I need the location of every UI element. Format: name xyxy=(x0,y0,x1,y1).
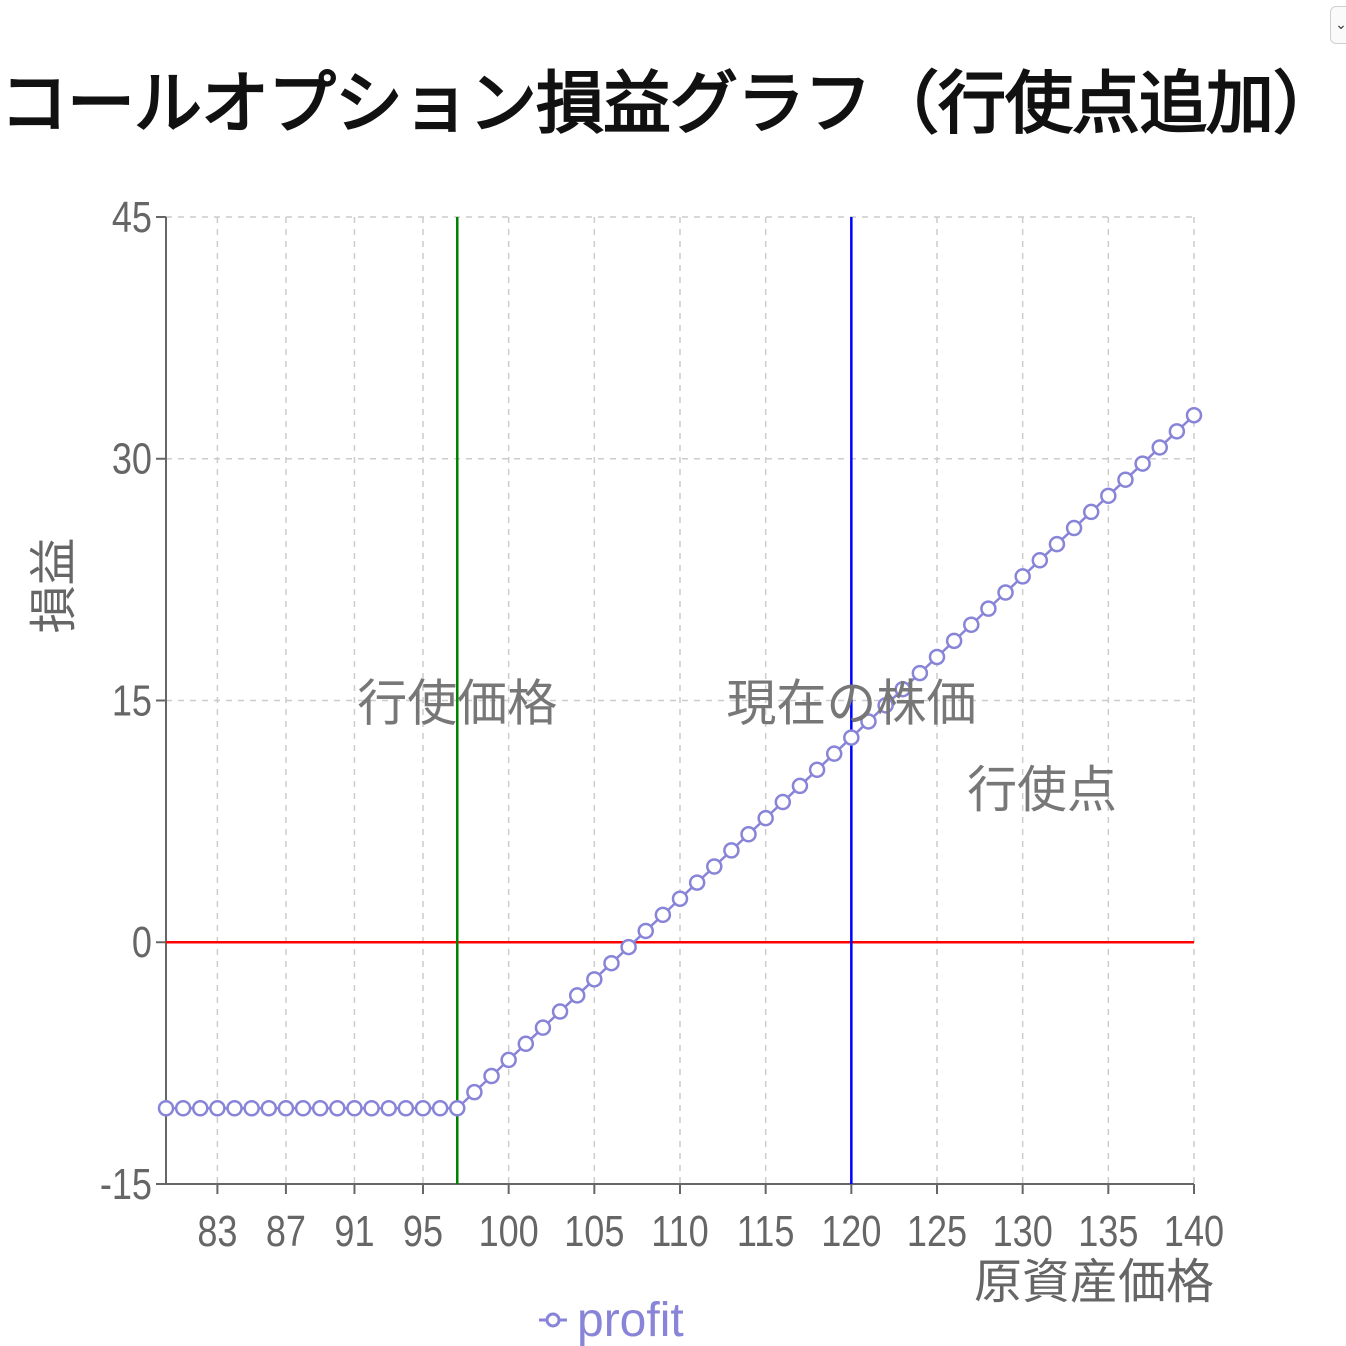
profit-point xyxy=(1031,552,1049,569)
profit-point xyxy=(945,632,963,650)
profit-point xyxy=(1117,471,1134,488)
profit-point xyxy=(551,1003,569,1020)
x-axis-label: 原資産価格 xyxy=(974,1256,1214,1309)
y-tick-label: 30 xyxy=(112,434,152,483)
profit-point xyxy=(963,616,980,634)
profit-point xyxy=(449,1100,466,1117)
profit-point xyxy=(620,938,637,956)
profit-point xyxy=(774,793,792,811)
x-tick-label: 83 xyxy=(197,1207,237,1256)
chevron-down-icon: ⌄ xyxy=(1335,17,1346,33)
profit-point xyxy=(226,1100,243,1117)
profit-point xyxy=(1185,406,1203,424)
profit-point xyxy=(1151,439,1168,456)
y-tick-label: 0 xyxy=(132,918,152,967)
profit-point xyxy=(1100,487,1117,505)
x-tick-label: 87 xyxy=(266,1207,306,1256)
x-tick-label: 125 xyxy=(907,1207,967,1256)
profit-point xyxy=(1082,503,1100,521)
profit-point xyxy=(483,1067,500,1085)
x-tick-label: 115 xyxy=(737,1207,795,1256)
x-tick-label: 100 xyxy=(479,1207,539,1256)
profit-point xyxy=(586,971,603,988)
profit-point xyxy=(706,858,723,875)
y-tick-label: 15 xyxy=(112,676,152,725)
profit-point xyxy=(637,922,654,940)
profit-point xyxy=(209,1100,226,1117)
legend-marker-icon xyxy=(545,1312,561,1328)
profit-point xyxy=(894,680,911,698)
profit-point xyxy=(791,777,809,795)
dropdown-toggle-button[interactable]: ⌄ xyxy=(1330,6,1346,44)
profit-point xyxy=(603,954,620,972)
x-tick-label: 140 xyxy=(1164,1207,1224,1256)
profit-point xyxy=(397,1100,415,1117)
profit-point xyxy=(1014,568,1031,585)
page-title: コールオプション損益グラフ（行使点追加） xyxy=(0,65,1341,144)
y-tick-label: -15 xyxy=(100,1159,152,1208)
profit-point xyxy=(277,1100,295,1117)
profit-point xyxy=(329,1100,346,1117)
x-tick-label: 120 xyxy=(821,1207,881,1256)
exercise-point-label: 行使点 xyxy=(967,762,1117,818)
profit-point xyxy=(534,1019,552,1036)
profit-point xyxy=(414,1100,432,1117)
series xyxy=(157,406,1203,1117)
profit-point xyxy=(740,826,757,843)
current-price-label: 現在の株価 xyxy=(726,676,976,732)
profit-point xyxy=(997,584,1014,601)
x-tick-label: 91 xyxy=(334,1207,374,1256)
profit-point xyxy=(431,1100,449,1117)
profit-point xyxy=(843,729,860,746)
profit-point xyxy=(654,906,672,924)
y-tick-label: 45 xyxy=(112,192,152,241)
profit-point xyxy=(260,1100,278,1117)
profit-point xyxy=(911,664,929,682)
profit-point xyxy=(568,987,586,1004)
profit-point xyxy=(860,713,877,730)
profit-point xyxy=(688,874,706,891)
legend-label-profit: profit xyxy=(577,1294,684,1346)
profit-point xyxy=(877,697,894,714)
profit-point xyxy=(671,890,689,907)
strike-price-label: 行使価格 xyxy=(357,676,557,732)
profit-point xyxy=(174,1100,192,1117)
profit-point xyxy=(723,842,740,859)
axes: -15 0 15 30 45 83 87 91 95 100 105 110 115 120 125 130 1… xyxy=(28,192,1224,1309)
profit-point xyxy=(500,1051,517,1069)
profit-point xyxy=(157,1100,175,1117)
profit-point xyxy=(808,761,826,779)
profit-point xyxy=(1048,535,1066,553)
profit-point xyxy=(517,1035,535,1053)
y-axis-label: 損益 xyxy=(28,537,81,633)
profit-point xyxy=(243,1100,260,1117)
profit-point xyxy=(928,648,946,666)
profit-point xyxy=(825,745,843,762)
profit-point xyxy=(294,1100,312,1117)
profit-point xyxy=(466,1083,483,1101)
x-tick-label: 135 xyxy=(1078,1207,1138,1256)
profit-point xyxy=(363,1100,380,1117)
profit-point xyxy=(346,1100,363,1117)
reference-lines xyxy=(166,217,1194,1184)
profit-point xyxy=(192,1100,209,1117)
profit-point xyxy=(311,1100,329,1117)
profit-point xyxy=(1168,423,1186,440)
profit-point xyxy=(980,600,997,617)
x-tick-label: 105 xyxy=(564,1207,624,1256)
profit-point xyxy=(757,809,774,827)
grid xyxy=(166,216,1195,1185)
x-tick-label: 130 xyxy=(993,1207,1053,1256)
profit-point xyxy=(1134,455,1151,472)
x-tick-label: 110 xyxy=(651,1207,709,1256)
profit-point xyxy=(380,1100,397,1117)
x-tick-label: 95 xyxy=(403,1207,443,1256)
profit-point xyxy=(1065,519,1083,537)
